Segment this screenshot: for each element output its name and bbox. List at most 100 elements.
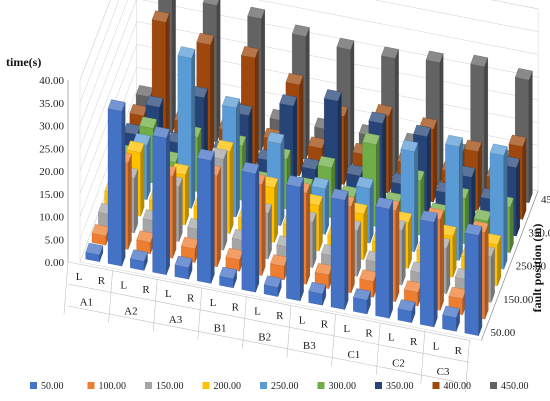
gridline: [79, 21, 539, 172]
bar-50.00-C2-R: [419, 210, 438, 328]
bar-50.00-B1-R: [241, 161, 260, 293]
category-group-separator: [375, 322, 381, 375]
bar-50.00-A1-L: [85, 242, 104, 262]
category-group-separator: [197, 288, 203, 341]
bar-50.00-A3-R: [196, 148, 215, 284]
legend-swatch: [432, 382, 440, 389]
chart-axes: 0.00 5.00 10.00 15.00 20.00 25.00 30.00 35.00 40…: [6, 55, 550, 393]
gridline: [79, 0, 539, 81]
legend-label: 150.00: [156, 381, 184, 392]
legend-label: 400.00: [444, 381, 472, 392]
side-label: L: [165, 288, 172, 300]
bar-50.00-C1-L: [353, 288, 371, 315]
side-label: L: [254, 306, 261, 318]
bar-50.00-B2-L: [263, 275, 282, 297]
side-label: L: [433, 340, 440, 352]
side-label: L: [388, 332, 395, 344]
side-label: R: [276, 310, 284, 322]
bar-50.00-B1-L: [219, 266, 237, 289]
y-tick-label: 30.00: [39, 121, 64, 133]
bar-50.00-C2-L: [397, 299, 416, 323]
category-grid-line: [67, 305, 470, 385]
legend-label: 350.00: [386, 381, 414, 392]
bar-50.00-B3-R: [330, 188, 349, 310]
bar-100.00-A2-L: [136, 230, 155, 255]
category-group-separator: [242, 296, 247, 349]
side-label: R: [187, 293, 195, 305]
y-tick-label: 10.00: [39, 212, 64, 224]
legend-label: 250.00: [271, 381, 299, 392]
group-label: C2: [392, 357, 405, 369]
legend-label: 100.00: [99, 381, 127, 392]
z-axis-line: [481, 190, 539, 341]
gridline: [79, 66, 539, 217]
y-tick-label: 40.00: [39, 75, 64, 87]
bar-100.00-B1-L: [225, 247, 244, 272]
legend-swatch: [87, 382, 95, 389]
z-tick-label: 150.00: [503, 294, 534, 306]
category-group-separator: [108, 270, 113, 323]
legend-swatch: [490, 382, 497, 389]
bar-50.00-C3-R: [464, 223, 483, 336]
legend-swatch: [260, 382, 267, 389]
group-label: B2: [258, 331, 271, 343]
side-label: R: [232, 301, 240, 313]
y-axis-label: time(s): [6, 55, 41, 69]
y-tick-label: 0.00: [45, 257, 65, 269]
side-label: L: [76, 271, 83, 283]
group-label: A1: [80, 297, 93, 309]
side-label: R: [365, 327, 373, 339]
group-label: C1: [347, 349, 360, 361]
bar-50.00-C1-R: [375, 197, 394, 319]
bar-50.00-C3-L: [442, 305, 460, 332]
z-tick-label: 450.00: [541, 194, 550, 206]
bar-50.00-A2-R: [152, 126, 171, 275]
side-label: R: [455, 345, 463, 357]
side-label: R: [321, 319, 329, 331]
z-axis-label: fault position (m): [530, 224, 544, 313]
bar-100.00-A1-L: [91, 224, 110, 246]
category-grid-line: [67, 283, 470, 363]
z-tick-label: 250.00: [516, 261, 547, 273]
chart-legend: 50.00 100.00 150.00 200.00 250.00 300.00 350.0…: [30, 381, 529, 392]
legend-swatch: [375, 382, 382, 389]
bar-50.00-B3-L: [308, 281, 327, 306]
gridline: [79, 0, 539, 126]
gridline: [79, 43, 539, 194]
z-tick-label: 350.00: [528, 227, 550, 239]
group-label: C3: [437, 366, 450, 378]
side-label: L: [210, 297, 217, 309]
category-group-separator: [465, 340, 470, 393]
legend-label: 200.00: [214, 381, 242, 392]
side-label: R: [142, 284, 150, 296]
y-tick-label: 25.00: [39, 143, 64, 155]
side-label: L: [299, 314, 306, 326]
legend-label: 50.00: [41, 381, 64, 392]
z-tick-label: 50.00: [491, 327, 516, 339]
legend-swatch: [145, 382, 152, 389]
side-label: L: [343, 323, 350, 335]
side-label: L: [120, 280, 127, 292]
legend-label: 300.00: [329, 381, 357, 392]
bar-50.00-A3-L: [174, 255, 193, 280]
bar-100.00-B2-L: [270, 254, 288, 281]
category-group-separator: [63, 261, 69, 315]
bar-50.00-A1-R: [107, 99, 126, 267]
legend-swatch: [202, 382, 210, 389]
group-label: B1: [214, 323, 227, 335]
bar-50.00-B2-R: [286, 175, 304, 302]
legend-swatch: [317, 382, 325, 389]
y-tick-label: 20.00: [39, 166, 64, 178]
side-label: R: [410, 336, 418, 348]
category-group-separator: [286, 305, 292, 358]
bar-50.00-A2-L: [130, 249, 148, 271]
chart-bars: [85, 0, 533, 336]
group-label: A2: [124, 305, 137, 317]
category-group-separator: [152, 279, 158, 332]
y-tick-label: 5.00: [45, 234, 65, 246]
category-group-separator: [331, 314, 336, 367]
gridline: [79, 0, 539, 103]
gridline: [79, 0, 539, 149]
